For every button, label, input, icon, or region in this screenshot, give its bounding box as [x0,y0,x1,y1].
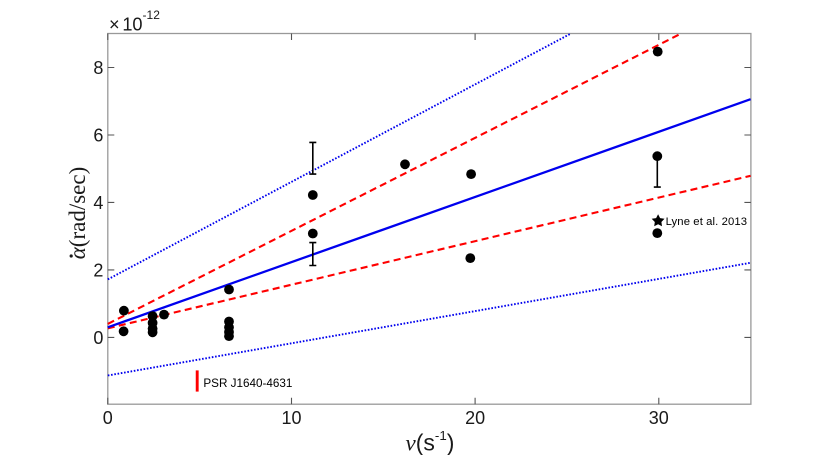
svg-text:ν(s-1): ν(s-1) [406,428,455,455]
svg-text:30: 30 [649,408,669,428]
svg-text:6: 6 [93,126,103,146]
svg-text:Lyne et al. 2013: Lyne et al. 2013 [666,216,748,228]
svg-text:2: 2 [93,261,103,281]
svg-text:×10-12: × 10-12 [109,8,160,35]
svg-text:10: 10 [281,408,301,428]
svg-text:4: 4 [93,193,103,213]
svg-text:α(rad/sec): α(rad/sec) [65,167,90,260]
svg-text:0: 0 [103,408,113,428]
svg-text:PSR J1640-4631: PSR J1640-4631 [203,377,292,390]
svg-text:0: 0 [93,328,103,348]
svg-text:20: 20 [465,408,485,428]
svg-text:8: 8 [93,58,103,78]
